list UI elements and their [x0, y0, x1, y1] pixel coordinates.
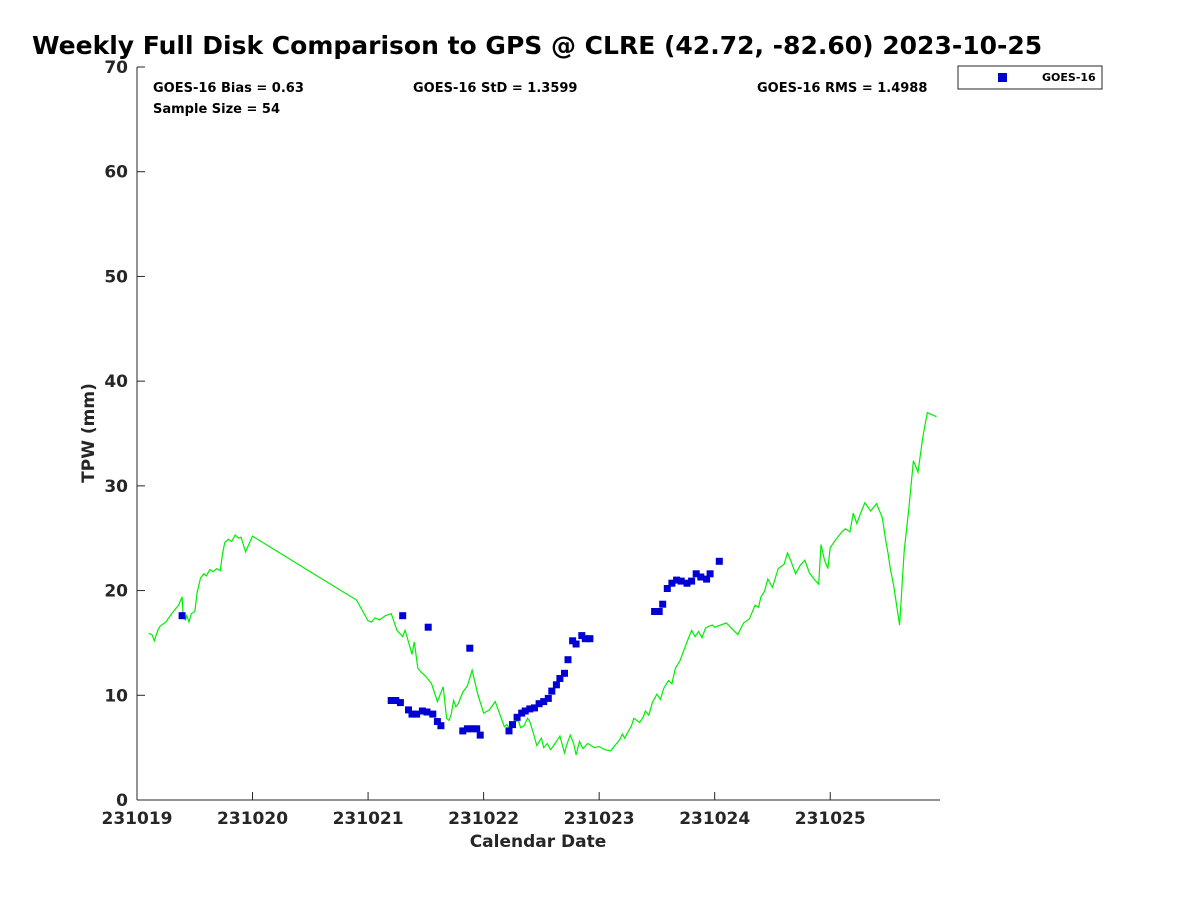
y-tick-label: 50 — [104, 267, 128, 287]
goes16-point — [505, 727, 513, 735]
x-tick-label: 231025 — [795, 809, 866, 829]
goes16-point — [526, 705, 534, 713]
y-tick-label: 10 — [104, 686, 128, 706]
goes16-point — [424, 623, 432, 631]
stats-annotations: GOES-16 Bias = 0.63 Sample Size = 54 GOE… — [153, 81, 927, 117]
goes16-point — [521, 707, 529, 715]
goes16-point — [463, 725, 471, 733]
goes16-point — [561, 669, 568, 677]
goes16-point — [531, 704, 538, 712]
x-axis-label: Calendar Date — [470, 832, 607, 852]
goes16-point — [683, 579, 691, 587]
goes16-point — [387, 697, 395, 704]
sample-size-annotation: Sample Size = 54 — [153, 102, 280, 117]
goes16-point — [688, 577, 696, 585]
x-tick-label: 231024 — [679, 809, 750, 829]
goes16-point — [513, 713, 521, 721]
goes16-point — [509, 721, 516, 729]
goes16-point — [548, 687, 556, 695]
goes16-point — [535, 700, 543, 708]
goes16-point — [673, 576, 681, 584]
y-tick-label: 60 — [104, 163, 128, 183]
goes16-point — [586, 635, 594, 643]
goes16-point — [659, 600, 667, 608]
legend: GOES-16 — [957, 65, 1103, 90]
gps-series — [148, 411, 937, 756]
goes16-point — [466, 644, 474, 652]
goes16-point — [429, 710, 437, 718]
goes16-point — [468, 725, 476, 733]
goes16-point — [473, 725, 481, 733]
goes16-series — [178, 557, 723, 739]
goes16-point — [423, 708, 431, 716]
y-tick-label: 40 — [104, 372, 128, 392]
x-tick-label: 231020 — [217, 809, 288, 829]
x-tick-label: 231023 — [564, 809, 635, 829]
y-axis-label: TPW (mm) — [79, 383, 99, 483]
goes16-point — [703, 575, 711, 583]
chart-title: Weekly Full Disk Comparison to GPS @ CLR… — [32, 31, 1042, 60]
x-tick-label: 231019 — [102, 809, 173, 829]
goes16-point — [572, 640, 580, 648]
y-tick-label: 30 — [104, 477, 128, 497]
bias-annotation: GOES-16 Bias = 0.63 — [153, 81, 304, 96]
goes16-point — [396, 699, 404, 707]
goes16-point — [663, 585, 671, 592]
goes16-point — [178, 612, 186, 620]
goes16-point — [476, 731, 484, 739]
goes16-point — [552, 681, 560, 689]
x-tick-label: 231022 — [448, 809, 519, 829]
goes16-point — [408, 710, 416, 718]
plot-axes — [136, 67, 940, 801]
goes16-point — [697, 573, 705, 581]
legend-box — [957, 65, 1103, 90]
goes16-point — [540, 698, 548, 706]
goes16-point — [651, 608, 659, 615]
goes16-point — [544, 694, 552, 702]
x-ticks: 231019 231020 231021 231022 231023 231024 2310… — [102, 792, 866, 829]
std-annotation: GOES-16 StD = 1.3599 — [413, 81, 577, 96]
goes16-point — [655, 608, 663, 615]
legend-marker-goes16 — [998, 73, 1007, 82]
x-tick-label: 231021 — [333, 809, 404, 829]
goes16-point — [581, 635, 589, 643]
goes16-point — [668, 579, 676, 587]
goes16-point — [459, 727, 467, 735]
goes16-point — [677, 577, 685, 585]
goes16-point — [405, 706, 412, 714]
goes16-point — [418, 707, 426, 715]
goes16-point — [715, 557, 723, 565]
y-ticks: 0 10 20 30 40 50 60 70 — [104, 58, 145, 811]
y-tick-label: 20 — [104, 582, 128, 602]
y-tick-label: 0 — [116, 791, 128, 811]
goes16-point — [706, 570, 714, 578]
goes16-point — [692, 570, 700, 578]
goes16-point — [392, 697, 400, 704]
rms-annotation: GOES-16 RMS = 1.4988 — [757, 81, 927, 96]
goes16-point — [413, 710, 421, 718]
y-tick-label: 70 — [104, 58, 128, 78]
gps-tpw-line — [148, 411, 937, 756]
goes16-point — [399, 612, 407, 620]
goes16-point — [437, 722, 445, 730]
goes16-point — [433, 718, 441, 725]
goes16-point — [556, 675, 564, 682]
legend-label-goes16: GOES-16 — [1042, 71, 1096, 84]
goes16-point — [564, 656, 572, 664]
